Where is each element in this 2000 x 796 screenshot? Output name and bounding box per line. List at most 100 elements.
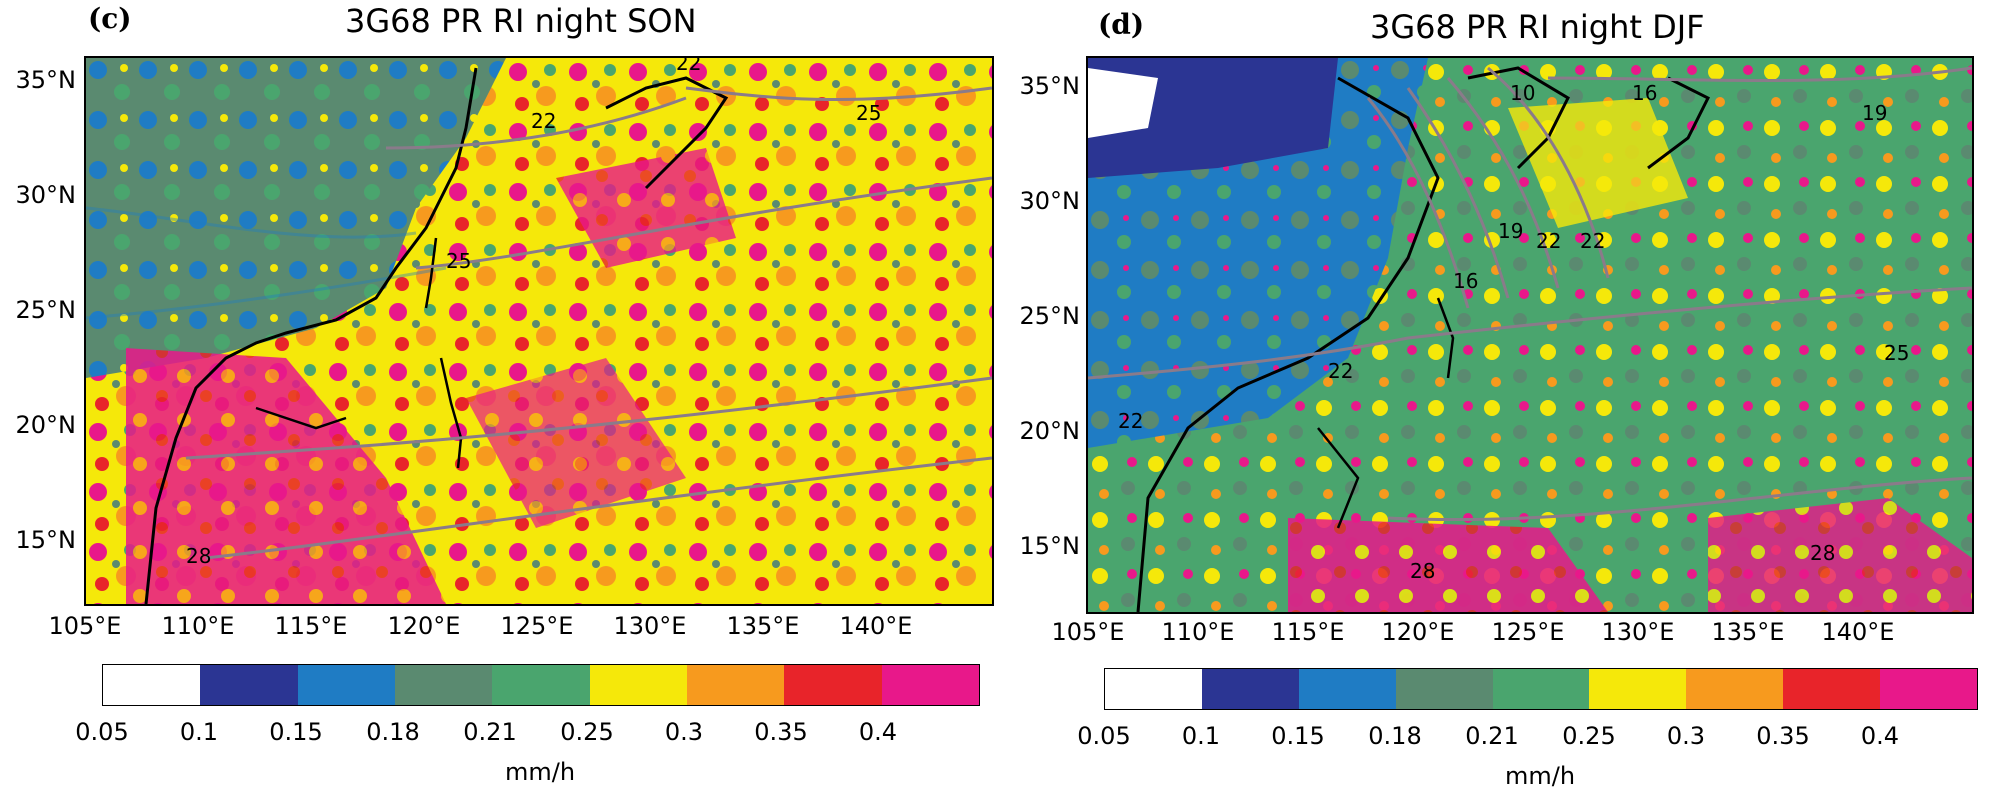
colorbar-segment bbox=[1589, 669, 1687, 709]
panel-title: 3G68 PR RI night DJF bbox=[1370, 8, 1705, 46]
isotherm-line bbox=[685, 86, 992, 102]
isotherm-line bbox=[1366, 97, 1470, 309]
contour-label: 22 bbox=[1328, 359, 1353, 383]
colorbar-tick-label: 0.35 bbox=[1756, 722, 1810, 750]
coastline bbox=[1647, 76, 1711, 170]
panel-letter: (d) bbox=[1098, 8, 1145, 41]
lon-label: 135°E bbox=[726, 612, 800, 640]
contour-label: 22 bbox=[1536, 229, 1561, 253]
colorbar-tick-label: 0.3 bbox=[1666, 722, 1706, 750]
colorbar-segment bbox=[686, 665, 785, 705]
colorbar-segment bbox=[103, 665, 201, 705]
lon-label: 130°E bbox=[613, 612, 687, 640]
high-intensity-region bbox=[1708, 498, 1972, 612]
high-intensity-region bbox=[556, 148, 736, 268]
lat-label: 30°N bbox=[1019, 187, 1081, 215]
colorbar-tick-label: 0.15 bbox=[269, 718, 323, 746]
colorbar-segment bbox=[492, 665, 590, 705]
lon-label: 135°E bbox=[1711, 618, 1785, 646]
contour-label: 25 bbox=[446, 249, 471, 273]
coastline bbox=[144, 67, 478, 604]
coastline bbox=[605, 76, 729, 190]
isotherm-line bbox=[205, 456, 992, 560]
precipitation-intensity-map: 22 22 25 25 28 bbox=[84, 56, 994, 606]
colorbar-tick-label: 0.1 bbox=[1181, 722, 1221, 750]
lon-label: 130°E bbox=[1601, 618, 1675, 646]
colorbar-segment bbox=[297, 665, 395, 705]
contour-line bbox=[86, 206, 447, 320]
lat-label: 35°N bbox=[1019, 72, 1081, 100]
lat-label: 35°N bbox=[15, 66, 77, 94]
contour-label: 19 bbox=[1498, 219, 1523, 243]
lon-label: 120°E bbox=[1381, 618, 1455, 646]
coastline bbox=[1317, 427, 1360, 529]
lat-label: 25°N bbox=[1019, 302, 1081, 330]
coastline bbox=[424, 237, 438, 309]
colorbar-segment bbox=[394, 665, 493, 705]
colorbar-segment bbox=[881, 665, 979, 705]
lon-label: 125°E bbox=[1491, 618, 1565, 646]
low-intensity-region bbox=[86, 58, 506, 378]
lon-label: 105°E bbox=[48, 612, 122, 640]
isotherm-line bbox=[185, 376, 992, 460]
colorbar-segment bbox=[1298, 669, 1396, 709]
colorbar-tick-label: 0.25 bbox=[1562, 722, 1616, 750]
contour-label: 22 bbox=[1580, 229, 1605, 253]
coastline bbox=[439, 357, 463, 469]
colorbar bbox=[102, 664, 980, 706]
isotherm-line bbox=[1387, 476, 1972, 522]
contour-label: 25 bbox=[856, 101, 881, 125]
colorbar-tick-label: 0.15 bbox=[1271, 722, 1325, 750]
high-intensity-region bbox=[126, 348, 446, 604]
isotherm-line bbox=[1547, 66, 1972, 82]
colorbar-tick-label: 0.21 bbox=[463, 718, 517, 746]
colorbar-segment bbox=[1880, 669, 1978, 709]
colorbar bbox=[1104, 668, 1978, 710]
lon-label: 105°E bbox=[1051, 618, 1125, 646]
isotherm-line bbox=[1446, 77, 1560, 289]
colorbar-segment bbox=[1201, 669, 1299, 709]
contour-label: 16 bbox=[1453, 269, 1478, 293]
lon-label: 115°E bbox=[1271, 618, 1345, 646]
colorbar-tick-label: 0.4 bbox=[858, 718, 898, 746]
colorbar-segment bbox=[784, 665, 882, 705]
colorbar-tick-label: 0.4 bbox=[1860, 722, 1900, 750]
contour-label: 22 bbox=[1118, 409, 1143, 433]
contour-label: 22 bbox=[676, 58, 701, 75]
lon-label: 120°E bbox=[387, 612, 461, 640]
colorbar-tick-label: 0.18 bbox=[1368, 722, 1422, 750]
lat-label: 25°N bbox=[15, 296, 77, 324]
lon-label: 110°E bbox=[1161, 618, 1235, 646]
contour-label: 28 bbox=[1810, 541, 1835, 565]
colorbar-segment bbox=[1492, 669, 1590, 709]
colorbar-tick-label: 0.18 bbox=[366, 718, 420, 746]
contour-label: 19 bbox=[1862, 101, 1887, 125]
lat-label: 20°N bbox=[15, 411, 77, 439]
contour-label: 25 bbox=[1884, 341, 1909, 365]
contour-label: 22 bbox=[531, 109, 556, 133]
high-intensity-region bbox=[1288, 518, 1608, 612]
lat-label: 15°N bbox=[1019, 532, 1081, 560]
colorbar-unit: mm/h bbox=[1504, 762, 1576, 790]
isotherm-line bbox=[1487, 66, 1610, 279]
colorbar-segment bbox=[200, 665, 298, 705]
contour-label: 16 bbox=[1632, 81, 1657, 105]
colorbar-tick-label: 0.05 bbox=[1077, 722, 1131, 750]
coastline bbox=[255, 406, 347, 430]
colorbar-segment bbox=[1105, 669, 1202, 709]
contour-label: 28 bbox=[186, 544, 211, 568]
lat-label: 15°N bbox=[15, 526, 77, 554]
lon-label: 140°E bbox=[1821, 618, 1895, 646]
map-canvas: 10 16 19 19 22 22 16 22 22 25 28 28 bbox=[1088, 58, 1972, 612]
high-intensity-region bbox=[466, 358, 686, 528]
no-data-region bbox=[1088, 68, 1158, 138]
contour-label: 10 bbox=[1510, 81, 1535, 105]
colorbar-tick-label: 0.05 bbox=[75, 718, 129, 746]
colorbar-tick-label: 0.3 bbox=[664, 718, 704, 746]
precipitation-intensity-map: 10 16 19 19 22 22 16 22 22 25 28 28 bbox=[1086, 56, 1974, 614]
map-canvas: 22 22 25 25 28 bbox=[86, 58, 992, 604]
colorbar-segment bbox=[1783, 669, 1881, 709]
colorbar-tick-label: 0.35 bbox=[754, 718, 808, 746]
lat-label: 30°N bbox=[15, 181, 77, 209]
panel-letter: (c) bbox=[88, 2, 132, 35]
